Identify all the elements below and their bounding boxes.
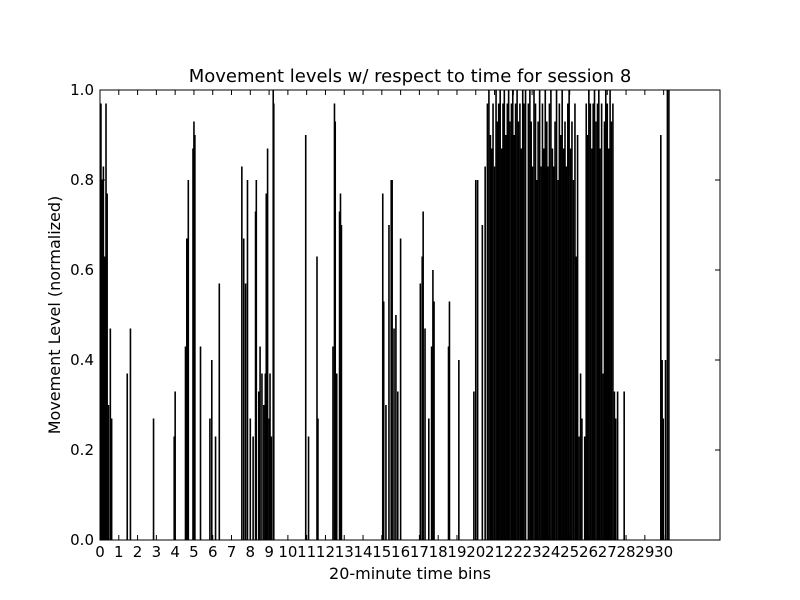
x-tick-label-28: 28 — [617, 543, 636, 561]
x-tick-label-26: 26 — [579, 543, 598, 561]
x-tick-label-9: 9 — [264, 543, 274, 561]
x-tick-label-16: 16 — [391, 543, 410, 561]
x-tick-label-18: 18 — [429, 543, 448, 561]
x-tick-label-8: 8 — [246, 543, 256, 561]
y-axis-label: Movement Level (normalized) — [45, 196, 64, 435]
spike-bars — [100, 90, 670, 540]
x-tick-label-6: 6 — [208, 543, 218, 561]
x-tick-label-20: 20 — [466, 543, 485, 561]
x-tick-label-14: 14 — [353, 543, 372, 561]
x-tick-labels: 0 1 2 3 4 5 6 7 8 9 10 11 12 13 14 15 16 17 18 19 20 21 22 23 24… — [95, 543, 673, 561]
x-tick-label-23: 23 — [523, 543, 542, 561]
x-tick-label-30: 30 — [654, 543, 673, 561]
x-tick-label-12: 12 — [316, 543, 335, 561]
y-tick-label-5: 1.0 — [70, 81, 94, 99]
x-tick-label-3: 3 — [152, 543, 162, 561]
x-tick-label-1: 1 — [114, 543, 124, 561]
x-tick-label-0: 0 — [95, 543, 105, 561]
x-axis-label: 20-minute time bins — [329, 564, 491, 583]
x-tick-label-21: 21 — [485, 543, 504, 561]
x-tick-label-29: 29 — [635, 543, 654, 561]
x-tick-label-25: 25 — [560, 543, 579, 561]
x-tick-label-2: 2 — [133, 543, 143, 561]
y-tick-label-4: 0.8 — [70, 171, 94, 189]
chart-title: Movement levels w/ respect to time for s… — [189, 66, 632, 87]
x-tick-label-7: 7 — [227, 543, 237, 561]
x-tick-label-11: 11 — [297, 543, 316, 561]
y-tick-label-1: 0.2 — [70, 441, 94, 459]
x-tick-label-27: 27 — [598, 543, 617, 561]
x-tick-label-19: 19 — [447, 543, 466, 561]
x-tick-label-13: 13 — [335, 543, 354, 561]
y-tick-labels: 0.0 0.2 0.4 0.6 0.8 1.0 — [70, 81, 94, 549]
x-tick-label-4: 4 — [170, 543, 180, 561]
y-tick-label-2: 0.4 — [70, 351, 94, 369]
x-tick-label-5: 5 — [189, 543, 199, 561]
y-tick-label-0: 0.0 — [70, 531, 94, 549]
plot-frame — [99, 89, 721, 541]
x-tick-label-10: 10 — [278, 543, 297, 561]
x-tick-label-15: 15 — [372, 543, 391, 561]
x-tick-label-17: 17 — [410, 543, 429, 561]
y-tick-label-3: 0.6 — [70, 261, 94, 279]
x-tick-label-24: 24 — [541, 543, 560, 561]
x-tick-label-22: 22 — [504, 543, 523, 561]
